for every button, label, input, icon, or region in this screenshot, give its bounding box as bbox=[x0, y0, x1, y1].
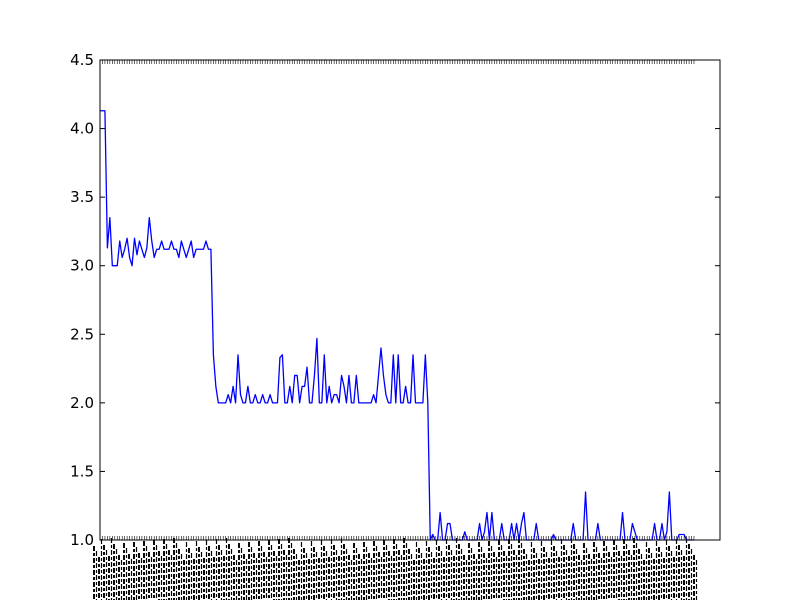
y-tick-label: 3.5 bbox=[70, 188, 94, 206]
y-tick-label: 1.5 bbox=[70, 462, 94, 480]
x-axis-ticks bbox=[99, 60, 695, 540]
y-tick-label: 2.0 bbox=[70, 394, 94, 412]
y-tick-label: 4.0 bbox=[70, 120, 94, 138]
y-tick-label: 3.0 bbox=[70, 257, 94, 275]
plot-area-frame bbox=[99, 59, 721, 541]
y-tick-label: 4.5 bbox=[70, 51, 94, 69]
x-axis-tick-labels bbox=[93, 538, 698, 600]
y-tick-label: 1.0 bbox=[70, 531, 94, 549]
y-axis: 1.0 1.5 2.0 2.5 3.0 3.5 4.0 4.5 bbox=[70, 51, 720, 549]
y-tick-label: 2.5 bbox=[70, 325, 94, 343]
